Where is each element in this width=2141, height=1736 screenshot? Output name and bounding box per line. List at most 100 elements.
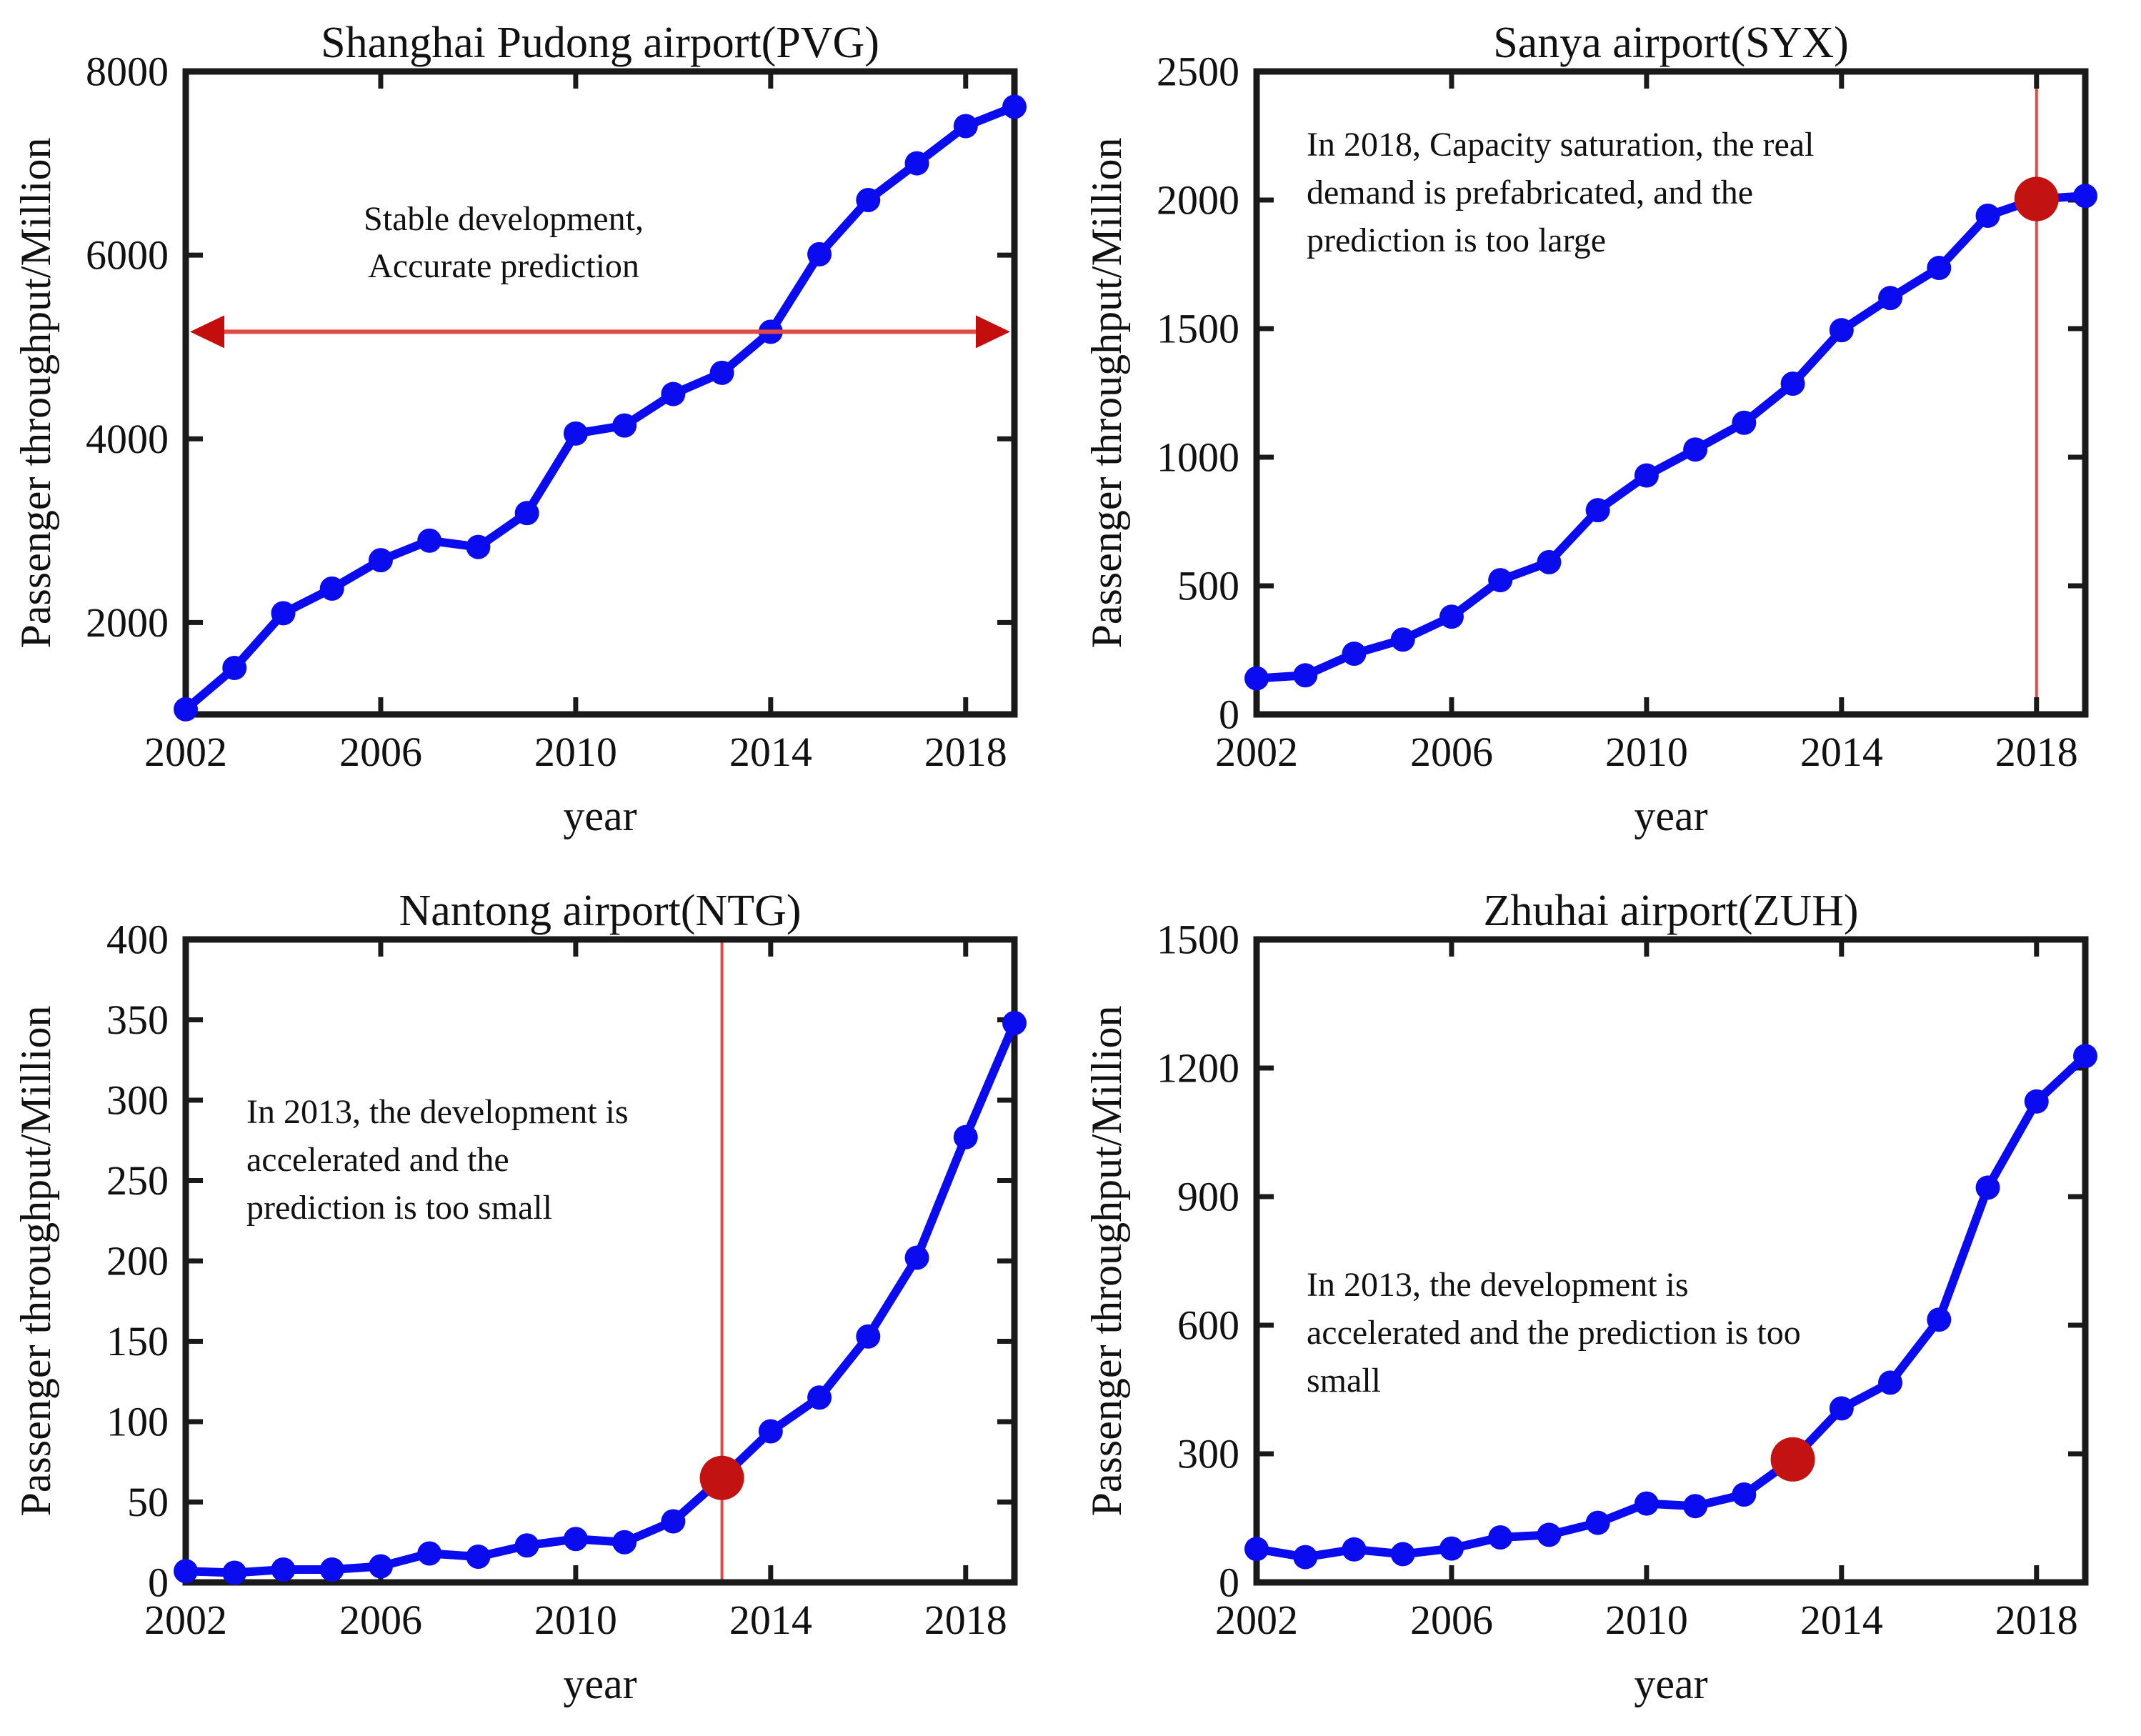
y-tick-label: 200 <box>106 1238 169 1284</box>
x-tick-label: 2002 <box>1215 729 1298 775</box>
data-point <box>1975 1175 2000 1200</box>
data-point <box>417 1541 442 1566</box>
data-point <box>953 114 978 139</box>
annotation-line: prediction is too small <box>246 1189 552 1227</box>
y-tick-label: 300 <box>1177 1431 1239 1477</box>
axes-box <box>1253 68 2089 718</box>
chart-title: Shanghai Pudong airport(PVG) <box>321 19 879 67</box>
annotation-line: small <box>1307 1362 1381 1400</box>
y-tick-label: 1500 <box>1157 917 1239 963</box>
annotation-line: accelerated and the <box>246 1141 509 1179</box>
data-point <box>1537 1522 1562 1547</box>
annotation-line: In 2013, the development is <box>1307 1266 1689 1304</box>
data-point <box>563 421 588 446</box>
y-tick-label: 0 <box>1219 692 1239 738</box>
data-point <box>222 655 247 680</box>
data-point <box>856 188 881 212</box>
annotation-line: Accurate prediction <box>368 247 639 285</box>
data-point <box>1002 1011 1027 1035</box>
y-tick-label: 6000 <box>86 232 169 279</box>
data-point <box>1585 498 1610 523</box>
data-point <box>222 1560 247 1585</box>
data-point <box>1732 1482 1757 1507</box>
data-point <box>904 1245 929 1270</box>
data-point <box>1390 1542 1415 1567</box>
data-point <box>466 534 491 559</box>
data-point <box>807 241 832 266</box>
data-point <box>1683 437 1708 462</box>
y-tick-label: 2000 <box>86 599 169 646</box>
x-tick-label: 2010 <box>1605 729 1688 775</box>
x-tick-label: 2014 <box>729 1597 812 1643</box>
y-tick-label: 1200 <box>1157 1045 1239 1092</box>
data-point <box>514 501 539 526</box>
data-point <box>563 1527 588 1552</box>
data-point <box>319 1557 344 1582</box>
y-tick-label: 2500 <box>1157 49 1239 95</box>
chart-sanya-syx: 2002 2006 2010 2014 2018 0 500 1000 1500 2000 2500… <box>1083 19 2097 839</box>
axes-box <box>182 936 1018 1586</box>
y-tick-label: 150 <box>106 1318 169 1365</box>
axes-box <box>1253 936 2089 1586</box>
y-axis-label: Passenger throughput/Million <box>12 138 59 649</box>
data-point <box>1829 318 1854 343</box>
data-point <box>709 360 734 385</box>
data-point <box>953 1124 978 1149</box>
data-point <box>1829 1396 1854 1421</box>
x-axis-label: year <box>563 1660 637 1707</box>
data-point <box>1488 568 1513 593</box>
data-point <box>2024 1089 2049 1114</box>
series-line-syx <box>1252 191 2090 683</box>
x-tick-label: 2018 <box>1995 1597 2078 1643</box>
data-point <box>417 528 442 553</box>
chart-zhuhai-zuh: 2002 2006 2010 2014 2018 0 300 600 900 1200 1500 In… <box>1083 887 2097 1707</box>
y-tick-label: 400 <box>106 917 169 963</box>
x-tick-label: 2002 <box>144 1597 227 1643</box>
data-point <box>856 1324 881 1349</box>
chart-shanghai-pudong-pvg: 2002 2006 2010 2014 2018 2000 4000 6000 8000 Stab… <box>12 19 1027 839</box>
y-tick-label: 0 <box>1219 1560 1239 1606</box>
data-point <box>807 1385 832 1410</box>
data-point <box>1342 642 1367 667</box>
data-point <box>514 1533 539 1558</box>
y-tick-label: 500 <box>1177 563 1239 609</box>
data-point <box>1488 1525 1513 1550</box>
y-tick-label: 1500 <box>1157 306 1239 352</box>
x-tick-label: 2018 <box>924 729 1007 775</box>
x-axis-label: year <box>1634 792 1707 839</box>
data-point <box>1244 666 1269 691</box>
data-point <box>2073 1044 2097 1069</box>
y-tick-label: 1000 <box>1157 434 1239 481</box>
highlight-dot-zuh <box>1770 1437 1815 1482</box>
y-tick-label: 4000 <box>86 416 169 462</box>
x-tick-label: 2014 <box>1800 729 1883 775</box>
y-tick-label: 600 <box>1177 1302 1239 1349</box>
data-point <box>1293 663 1318 688</box>
data-point <box>1390 627 1415 652</box>
x-tick-label: 2010 <box>1605 1597 1688 1643</box>
annotation-line: In 2013, the development is <box>246 1093 629 1131</box>
data-point <box>1975 203 2000 228</box>
data-point <box>1342 1537 1367 1562</box>
data-point <box>661 1509 686 1534</box>
y-tick-label: 2000 <box>1157 177 1239 224</box>
y-axis-label: Passenger throughput/Million <box>1083 1006 1130 1517</box>
data-point <box>1878 1370 1903 1395</box>
annotation-line: In 2018, Capacity saturation, the real <box>1307 126 1814 164</box>
x-tick-label: 2010 <box>534 1597 617 1643</box>
data-point <box>271 601 296 626</box>
annotation-line: Stable development, <box>364 200 644 238</box>
arrow-head-left <box>190 315 224 349</box>
y-tick-label: 900 <box>1177 1174 1239 1220</box>
x-tick-label: 2002 <box>144 729 227 775</box>
y-tick-label: 0 <box>148 1560 169 1606</box>
highlight-dot-syx <box>2014 176 2059 221</box>
data-point <box>1002 94 1027 119</box>
x-tick-label: 2006 <box>339 1597 422 1643</box>
x-tick-label: 2014 <box>729 729 812 775</box>
x-tick-label: 2006 <box>1410 729 1493 775</box>
arrow-head-right <box>976 315 1010 349</box>
data-point <box>1683 1494 1708 1519</box>
data-point <box>174 697 198 722</box>
